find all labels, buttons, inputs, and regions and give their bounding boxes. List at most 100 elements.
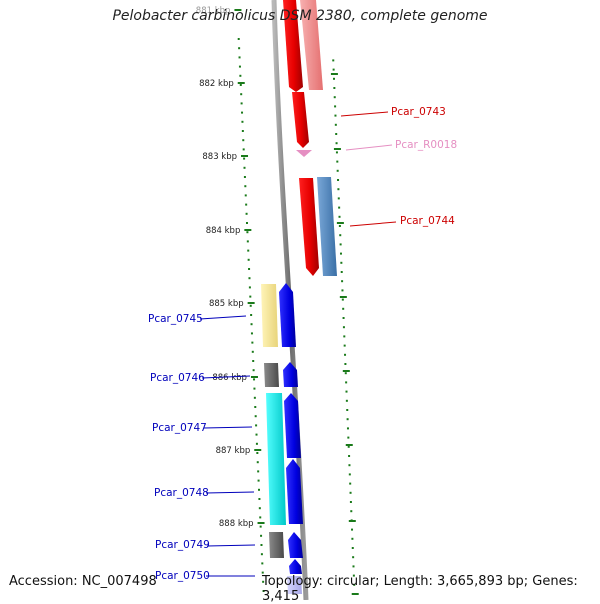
tick-dot — [337, 197, 340, 200]
gene-block-steel-0744 — [317, 177, 337, 276]
leader-pcar-0745 — [199, 315, 247, 320]
tick-dot — [334, 123, 337, 126]
ruler-dot — [248, 268, 251, 270]
tick-dot — [340, 271, 343, 273]
ruler-tick — [257, 522, 265, 524]
tick-dot — [349, 501, 352, 503]
tick-dot — [346, 427, 349, 430]
ruler-dot — [260, 553, 263, 556]
ruler-label: 884 kbp — [206, 226, 241, 236]
ruler-dot — [252, 369, 255, 372]
ruler-tick — [254, 449, 262, 451]
ruler-dot — [254, 415, 257, 418]
label-pcar-0745[interactable]: Pcar_0745 — [148, 313, 203, 325]
gene-block-pink-top — [300, 0, 323, 90]
ruler-dot — [250, 332, 253, 335]
tick-dot — [345, 381, 348, 384]
tick-dot — [345, 399, 348, 402]
tick-dot — [351, 528, 354, 531]
gene-block-pink-r0018 — [296, 150, 312, 157]
ruler-dot — [253, 387, 256, 390]
ruler-label: 887 kbp — [216, 446, 251, 456]
gene-block-lavender-0750 — [287, 576, 302, 594]
label-pcar-0743[interactable]: Pcar_0743 — [391, 106, 446, 118]
ruler-label: 888 kbp — [219, 519, 254, 529]
ruler-dot — [249, 295, 252, 298]
tick-mark-right — [351, 593, 359, 595]
ruler-dot — [257, 470, 260, 473]
label-pcar-0748[interactable]: Pcar_0748 — [154, 487, 209, 499]
gene-labels: Pcar_0743 Pcar_R0018 Pcar_0744 Pcar_0745… — [148, 106, 457, 582]
ruler-dot — [260, 534, 263, 537]
ruler-label: 881 kbp — [196, 6, 231, 16]
ruler: 881 kbp 882 kbp 883 kbp 884 kbp 885 kbp 886 k… — [196, 6, 265, 529]
ruler-dot — [256, 452, 259, 454]
ruler-dot — [256, 461, 259, 464]
ruler-dots-left — [237, 38, 265, 592]
tick-dot — [341, 280, 344, 283]
tick-dot — [344, 353, 347, 356]
tick-dot — [352, 565, 355, 568]
tick-dot — [345, 390, 348, 393]
ruler-dot — [255, 433, 258, 436]
tick-dot — [342, 307, 345, 310]
tick-dot — [342, 326, 345, 329]
tick-dot — [335, 142, 338, 145]
tick-dot — [352, 556, 355, 559]
tick-dot — [348, 455, 351, 457]
ruler-dot — [259, 516, 262, 519]
ruler-dot — [262, 590, 265, 592]
ruler-dot — [243, 176, 246, 178]
tick-dot — [339, 243, 342, 246]
ruler-dot — [240, 93, 243, 96]
ruler-dot — [250, 314, 253, 316]
tick-dot — [352, 574, 355, 577]
tick-dot — [333, 96, 336, 99]
tick-dot — [338, 206, 341, 209]
label-pcar-0747[interactable]: Pcar_0747 — [152, 422, 207, 434]
tick-dot — [334, 105, 337, 108]
label-pcar-0749[interactable]: Pcar_0749 — [155, 539, 210, 551]
map-title: Pelobacter carbinolicus DSM 2380, comple… — [112, 8, 488, 24]
label-pcar-0744[interactable]: Pcar_0744 — [400, 215, 455, 227]
ruler-label: 885 kbp — [209, 299, 244, 309]
ruler-tick — [250, 376, 258, 378]
tick-dot — [340, 261, 343, 264]
ruler-dot — [261, 562, 264, 565]
ruler-dot — [253, 378, 256, 381]
leader-pcar-0748 — [205, 491, 255, 494]
ruler-dot — [246, 240, 249, 243]
tick-dot — [343, 344, 346, 347]
ruler-dot — [245, 203, 248, 206]
ruler-tick — [241, 155, 249, 157]
ruler-dot — [241, 130, 244, 132]
tick-mark-right — [333, 148, 341, 150]
ruler-dot — [261, 571, 264, 574]
gene-block-blue-0747 — [284, 393, 301, 458]
ruler-tick — [244, 229, 252, 231]
ruler-dot — [239, 84, 242, 86]
ruler-label: 886 kbp — [212, 373, 247, 383]
label-pcar-0746[interactable]: Pcar_0746 — [150, 372, 205, 384]
tick-dot — [347, 445, 350, 448]
label-pcar-0750[interactable]: Pcar_0750 — [155, 570, 210, 582]
ruler-dot — [247, 258, 250, 261]
tick-mark-right — [339, 296, 347, 298]
leader-pcar-0746 — [201, 375, 251, 379]
ruler-dot — [238, 56, 241, 59]
ruler-label: 882 kbp — [199, 79, 234, 89]
tick-dot — [351, 547, 354, 549]
tick-dot — [350, 510, 353, 513]
tick-dot — [335, 151, 338, 154]
ruler-dot — [240, 102, 243, 105]
ruler-dot — [238, 47, 241, 50]
gene-block-yellow-0745 — [261, 284, 278, 347]
leader-pcar-0747 — [203, 426, 253, 429]
tick-dot — [338, 215, 341, 218]
tick-dot — [342, 317, 345, 319]
tick-mark-right — [336, 222, 344, 224]
ruler-dot — [258, 498, 261, 500]
label-pcar-r0018[interactable]: Pcar_R0018 — [395, 139, 457, 151]
tick-dot — [349, 482, 352, 485]
